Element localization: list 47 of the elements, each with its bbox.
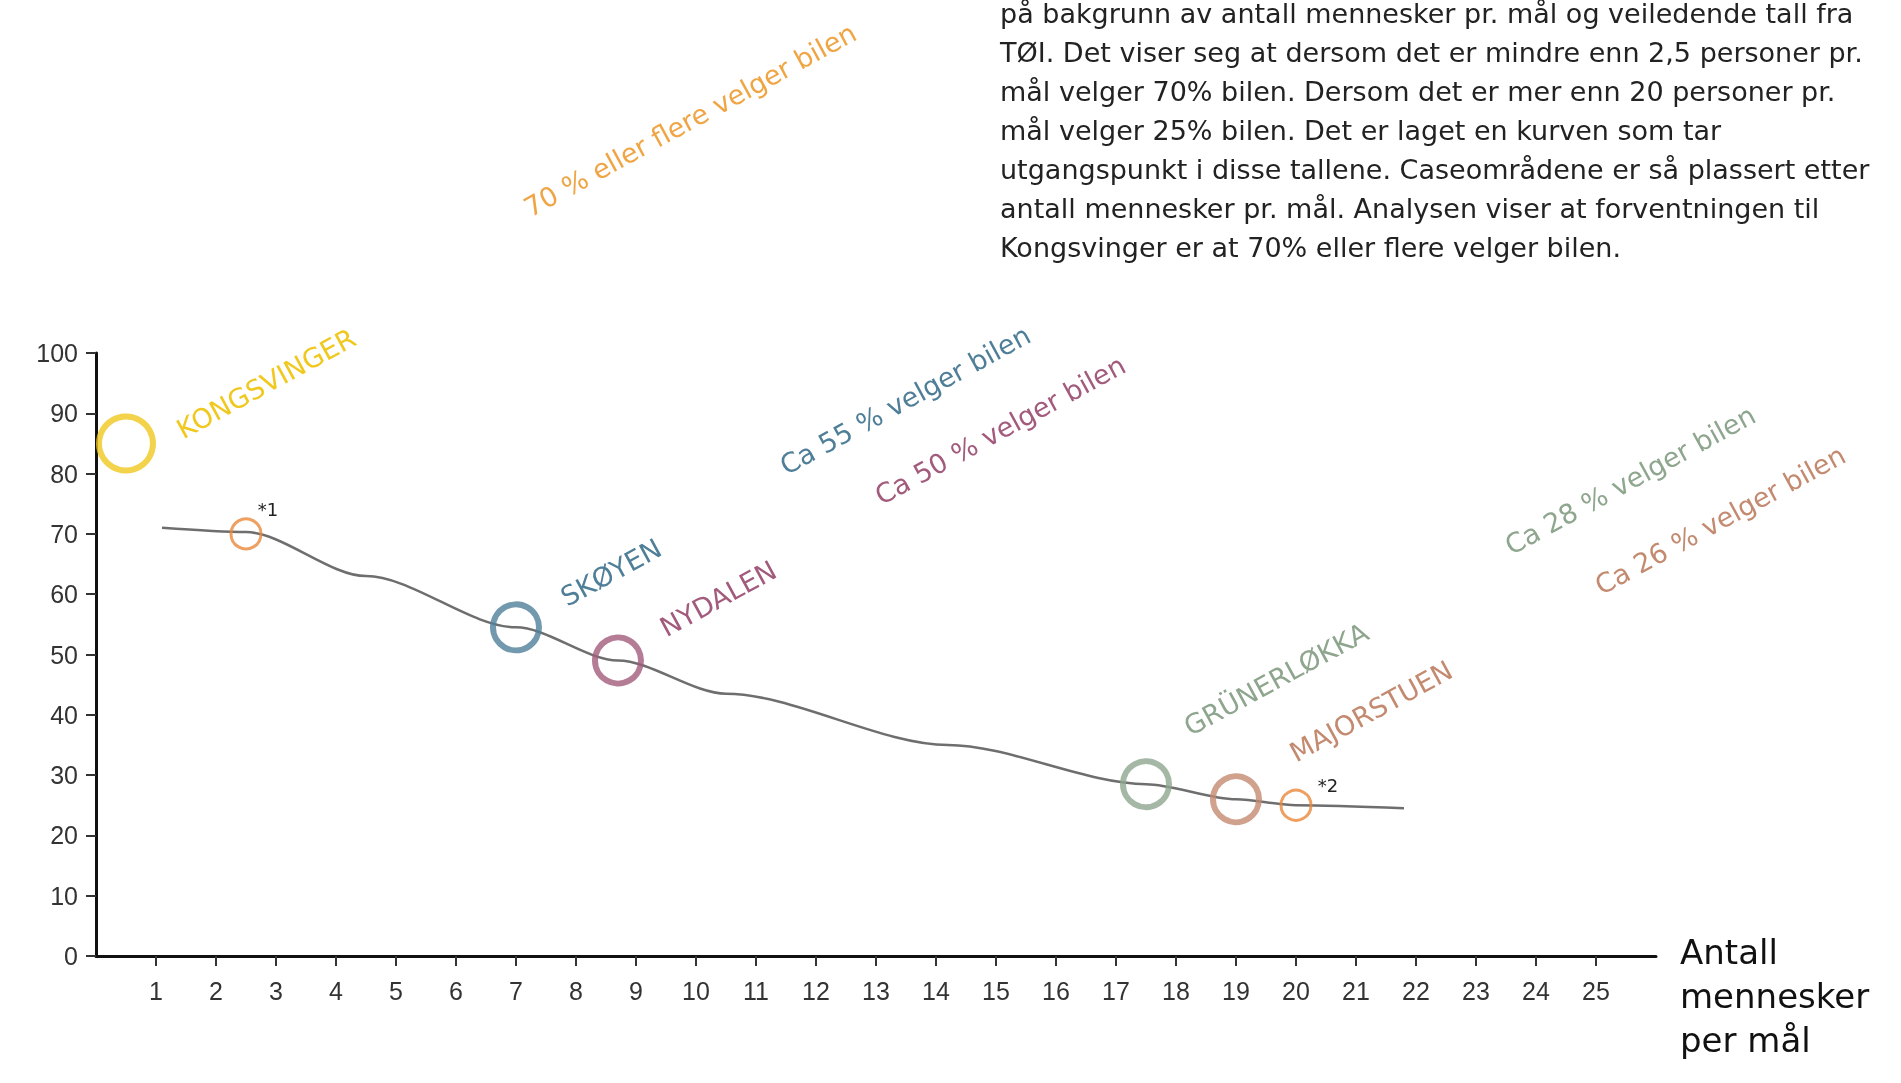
x-tick-label: 2 <box>209 976 223 1005</box>
x-tick-label: 3 <box>269 976 283 1005</box>
x-tick-label: 8 <box>569 976 583 1005</box>
y-tick-label: 10 <box>50 881 78 910</box>
x-tick-label: 17 <box>1102 976 1130 1005</box>
x-tick-label: 14 <box>922 976 950 1005</box>
x-tick-label: 7 <box>509 976 523 1005</box>
x-axis-title: Antall mennesker per mål <box>1680 931 1871 1062</box>
x-tick-label: 19 <box>1222 976 1250 1005</box>
annotation: *2 <box>1317 774 1339 796</box>
x-tick-label: 5 <box>389 976 403 1005</box>
x-tick-label: 9 <box>629 976 643 1005</box>
x-tick-label: 16 <box>1042 976 1070 1005</box>
y-tick-label: 40 <box>50 700 78 729</box>
y-tick-label: 20 <box>50 821 78 850</box>
annotation: *1 <box>257 499 279 521</box>
x-tick-label: 21 <box>1342 976 1370 1005</box>
x-tick-label: 18 <box>1162 976 1190 1005</box>
y-tick-label: 90 <box>50 399 78 428</box>
point <box>490 601 542 654</box>
point <box>229 517 263 551</box>
text: på bakgrunn av antall mennesker pr. mål og veiledende tall fra TØI. Det viser seg at dersom det er mindre enn 2,5 personer pr. mål velger 70% bilen. Dersom det er mer enn 20 personer pr. mål velger 25% bilen. Det er laget en kurven som tar utgangspunkt i disse tallene. Caseområdene er så plassert etter antall mennesker pr. mål. Analysen viser at forventningen til Kongsvinger er at 70% eller flere velger bilen. <box>1000 0 1871 265</box>
x-tick-label: 6 <box>449 976 463 1005</box>
y-tick-label: 70 <box>50 519 78 548</box>
x-tick-label: 13 <box>862 976 890 1005</box>
x-tick-label: 15 <box>982 976 1010 1005</box>
x-tick-label: 25 <box>1582 976 1610 1005</box>
y-tick-label: 60 <box>50 580 78 609</box>
x-tick-label: 4 <box>329 976 344 1005</box>
y-tick-label: 80 <box>50 459 78 488</box>
y-tick-label: 30 <box>50 761 78 790</box>
x-tick-label: 10 <box>682 976 710 1005</box>
x-tick-label: 20 <box>1282 976 1310 1005</box>
x-tick-label: 1 <box>149 976 163 1005</box>
x-tick-label: 23 <box>1462 976 1490 1005</box>
x-tick-label: 22 <box>1402 976 1430 1005</box>
y-tick-label: 0 <box>64 942 78 970</box>
y-tick-label: 100 <box>36 339 78 367</box>
x-tick-label: 11 <box>743 976 769 1005</box>
x-tick-label: 24 <box>1522 976 1550 1005</box>
point <box>96 413 156 474</box>
point <box>1279 788 1313 822</box>
y-tick-label: 50 <box>50 640 78 669</box>
point <box>1120 758 1172 811</box>
point <box>1210 773 1262 826</box>
x-tick-label: 12 <box>802 976 830 1005</box>
point <box>592 634 644 687</box>
